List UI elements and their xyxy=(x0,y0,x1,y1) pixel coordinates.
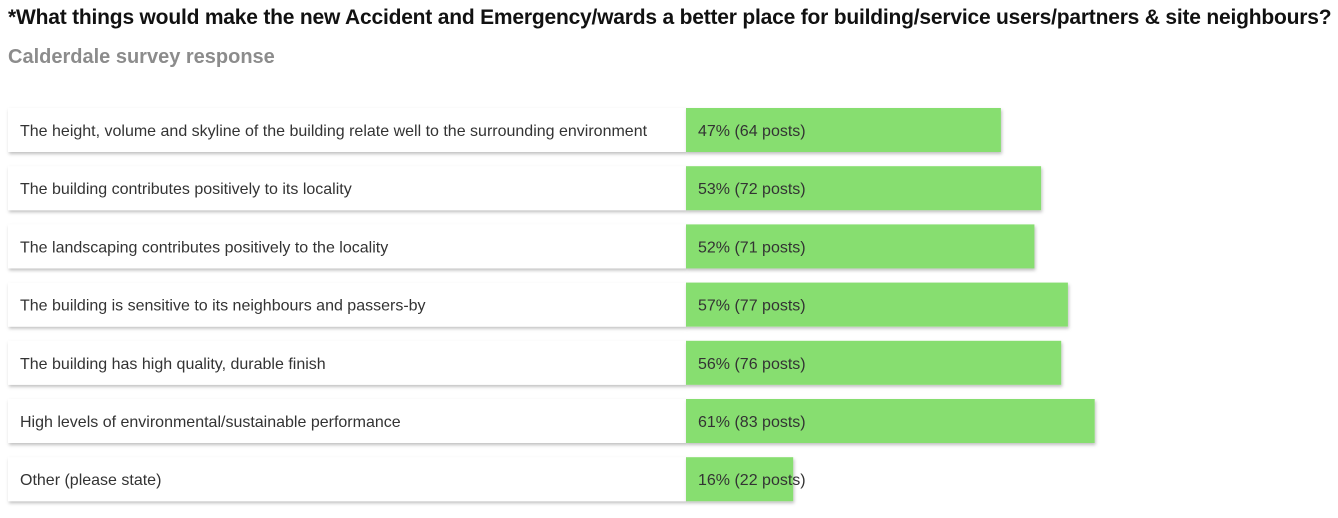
bar xyxy=(686,108,1001,152)
bar xyxy=(686,224,1035,269)
bar xyxy=(686,166,1042,211)
category-label-box xyxy=(8,166,686,211)
value-label: 57% (77 posts) xyxy=(698,298,806,315)
category-label: The building contributes positively to i… xyxy=(20,181,352,198)
chart-row: The building contributes positively to i… xyxy=(8,166,1042,211)
category-label-box xyxy=(8,457,686,502)
category-label-box xyxy=(8,399,686,443)
chart-title: *What things would make the new Accident… xyxy=(8,6,1332,29)
category-label: The building is sensitive to its neighbo… xyxy=(20,298,426,315)
bar xyxy=(686,340,1062,385)
category-label: The landscaping contributes positively t… xyxy=(20,239,388,256)
chart-row: High levels of environmental/sustainable… xyxy=(8,399,1095,443)
category-label: High levels of environmental/sustainable… xyxy=(20,414,401,431)
value-label: 53% (72 posts) xyxy=(698,181,806,198)
chart-row: The building has high quality, durable f… xyxy=(8,340,1062,385)
chart-row: The height, volume and skyline of the bu… xyxy=(8,108,1001,152)
value-label: 47% (64 posts) xyxy=(698,123,806,140)
category-label-box xyxy=(8,108,686,152)
chart-row: The building is sensitive to its neighbo… xyxy=(8,282,1068,327)
value-label: 52% (71 posts) xyxy=(698,239,806,256)
bar xyxy=(686,282,1068,327)
value-label: 16% (22 posts) xyxy=(698,472,806,489)
category-label-box xyxy=(8,340,686,385)
bar xyxy=(686,399,1095,443)
value-label: 61% (83 posts) xyxy=(698,414,806,431)
value-label: 56% (76 posts) xyxy=(698,356,806,373)
category-label: Other (please state) xyxy=(20,472,161,489)
chart-row: The landscaping contributes positively t… xyxy=(8,224,1035,269)
category-label: The building has high quality, durable f… xyxy=(20,356,326,373)
chart-row: Other (please state) 16% (22 posts) xyxy=(8,457,806,502)
bar xyxy=(686,457,794,502)
category-label-box xyxy=(8,224,686,269)
category-label: The height, volume and skyline of the bu… xyxy=(20,123,648,140)
category-label-box xyxy=(8,282,686,327)
chart-subtitle: Calderdale survey response xyxy=(8,46,275,68)
